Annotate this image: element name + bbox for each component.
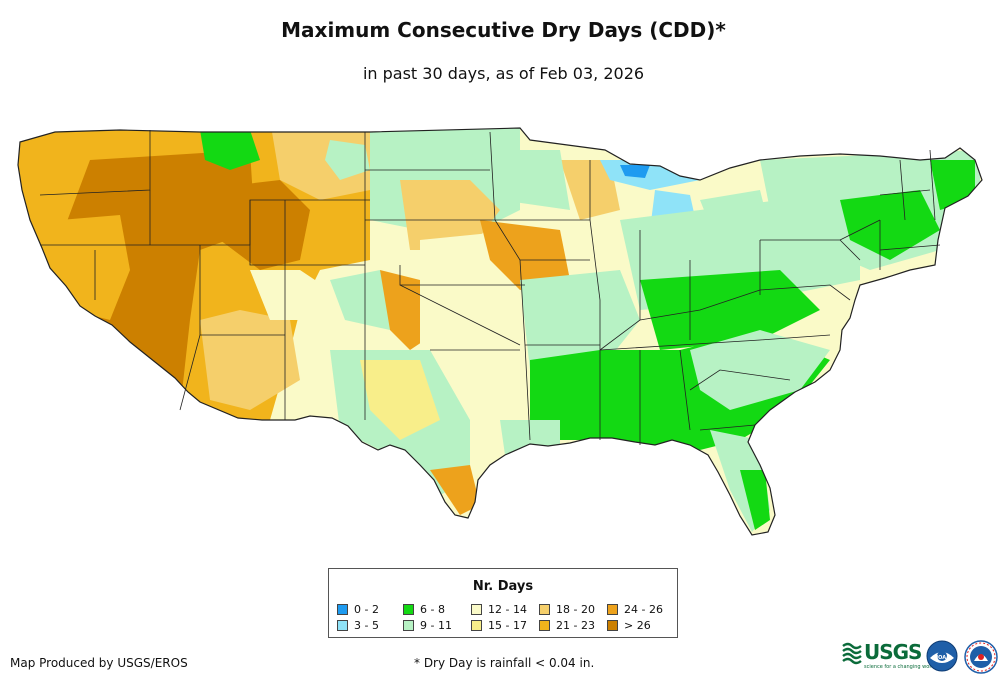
legend-swatch	[337, 604, 348, 615]
legend-label: 6 - 8	[420, 603, 445, 616]
usgs-tagline: science for a changing world	[864, 664, 936, 670]
legend-swatch	[471, 620, 482, 631]
legend-label: 18 - 20	[556, 603, 595, 616]
legend-item: 12 - 14	[471, 603, 527, 617]
legend-swatch	[471, 604, 482, 615]
credit-text: Map Produced by USGS/EROS	[10, 656, 188, 670]
legend-item: 3 - 5	[337, 619, 379, 633]
legend-label: > 26	[624, 619, 651, 632]
legend-swatch	[607, 620, 618, 631]
legend-label: 21 - 23	[556, 619, 595, 632]
legend-item: 9 - 11	[403, 619, 452, 633]
cdd-map	[17, 127, 983, 536]
legend-label: 9 - 11	[420, 619, 452, 632]
legend-item: 18 - 20	[539, 603, 595, 617]
noaa-logo-text: NOAA	[934, 655, 950, 661]
legend-label: 0 - 2	[354, 603, 379, 616]
legend-item: > 26	[607, 619, 651, 633]
legend-item: 15 - 17	[471, 619, 527, 633]
legend-item: 0 - 2	[337, 603, 379, 617]
legend-swatch	[607, 604, 618, 615]
legend-swatch	[539, 620, 550, 631]
legend-swatch	[337, 620, 348, 631]
noaa-logo-icon: NOAA	[926, 640, 958, 672]
legend-label: 12 - 14	[488, 603, 527, 616]
legend-label: 24 - 26	[624, 603, 663, 616]
legend-label: 3 - 5	[354, 619, 379, 632]
nws-logo-icon	[964, 640, 998, 674]
usgs-logo-icon	[842, 642, 862, 666]
legend-label: 15 - 17	[488, 619, 527, 632]
usgs-wordmark: USGS	[864, 640, 922, 664]
legend-item: 21 - 23	[539, 619, 595, 633]
legend-item: 24 - 26	[607, 603, 663, 617]
legend-swatch	[539, 604, 550, 615]
footnote: * Dry Day is rainfall < 0.04 in.	[414, 656, 595, 670]
map-subtitle: in past 30 days, as of Feb 03, 2026	[362, 64, 645, 83]
legend-swatch	[403, 620, 414, 631]
legend-title: Nr. Days	[472, 579, 534, 594]
legend-item: 6 - 8	[403, 603, 445, 617]
map-title: Maximum Consecutive Dry Days (CDD)*	[281, 18, 726, 42]
legend: Nr. Days 0 - 2 3 - 5 6 - 8 9 - 11 12 - 1…	[328, 568, 678, 638]
legend-swatch	[403, 604, 414, 615]
